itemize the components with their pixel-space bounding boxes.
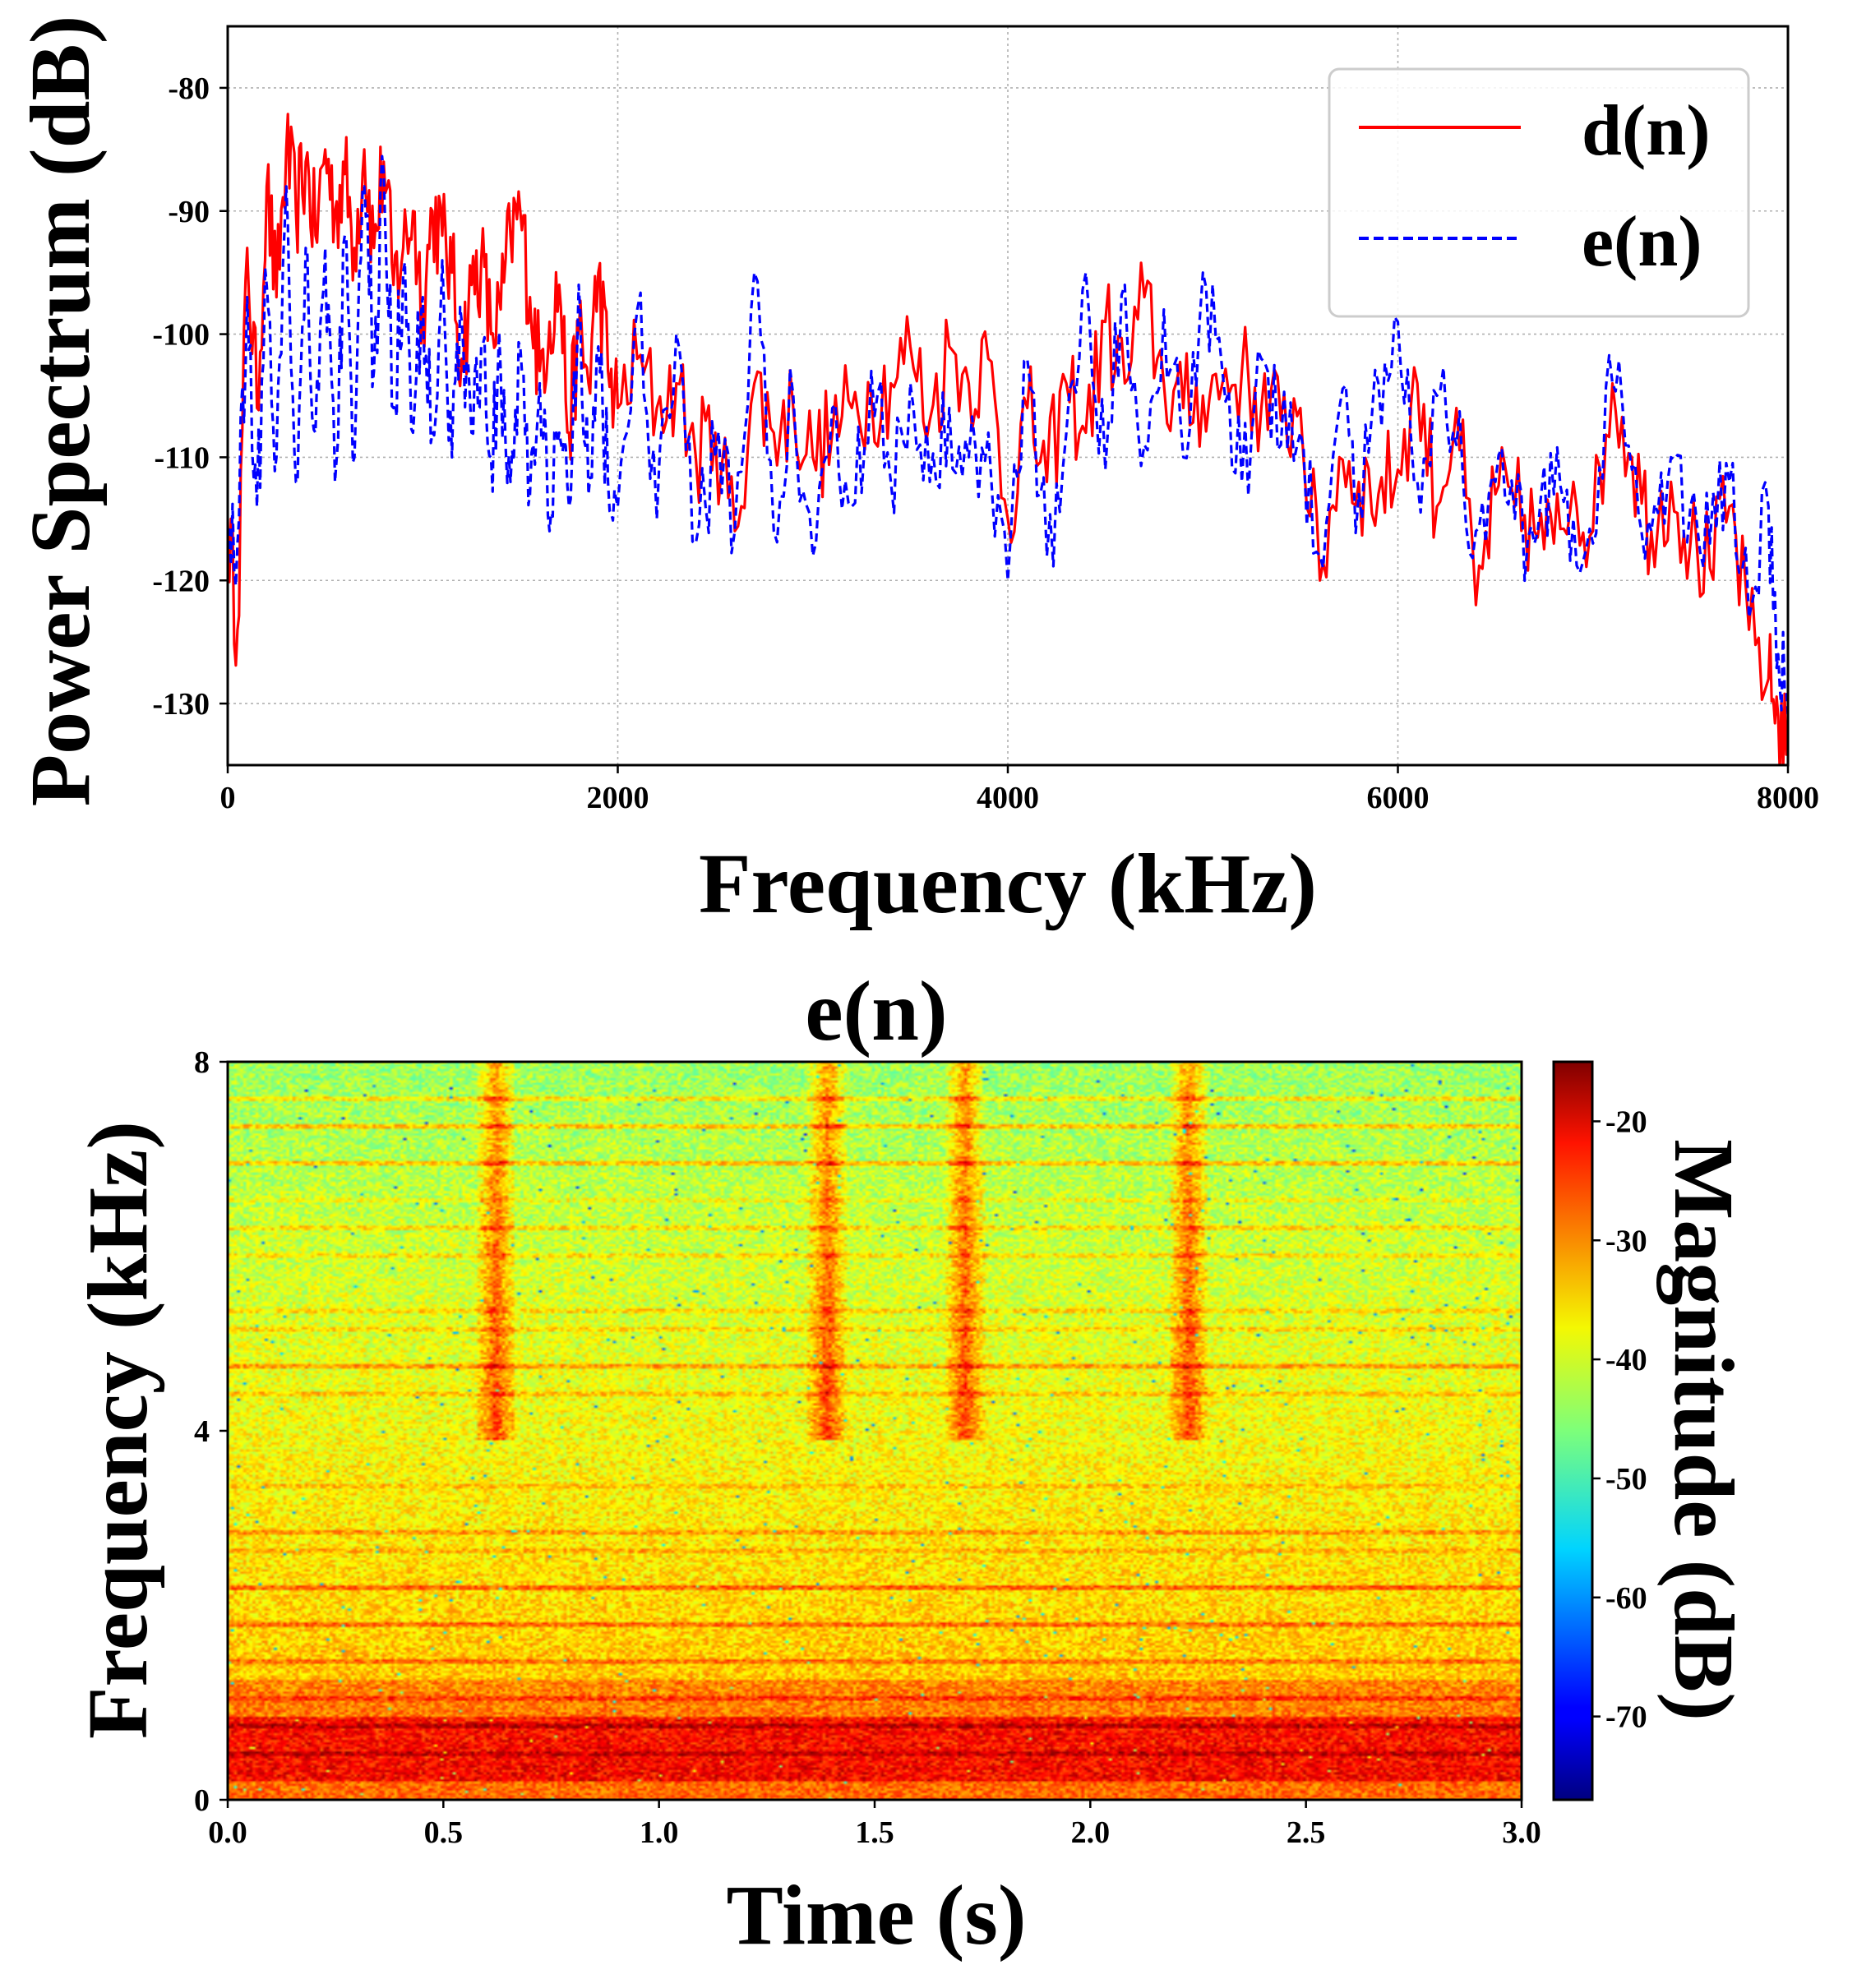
colorbar-tick-label: -50: [1605, 1462, 1647, 1497]
y-axis-label: Power Spectrum (dB): [13, 16, 108, 807]
y-axis-ticks: 0 4 8: [194, 1045, 228, 1818]
power-spectrum-plot: 0 2000 4000 6000 8000 -130 -120 -110 -100 -90 -80…: [13, 16, 1819, 931]
colorbar-tick-label: -30: [1605, 1224, 1647, 1258]
legend: d(n) e(n): [1328, 67, 1750, 318]
colorbar-tick-label: -20: [1605, 1105, 1647, 1139]
y-tick-label: -110: [154, 440, 210, 475]
y-axis-label: Frequency (kHz): [71, 1121, 165, 1739]
x-axis-label: Frequency (kHz): [699, 837, 1317, 931]
legend-label-e: e(n): [1582, 202, 1702, 282]
x-tick-label: 6000: [1367, 781, 1430, 815]
legend-label-d: d(n): [1582, 91, 1711, 171]
x-tick-label: 4000: [977, 781, 1039, 815]
y-tick-label: 8: [194, 1045, 210, 1080]
colorbar-label: Magnitude (dB): [1656, 1139, 1751, 1721]
series-line-e: [228, 155, 1788, 717]
y-tick-label: -100: [152, 318, 210, 353]
x-axis-ticks: 0.0 0.5 1.0 1.5 2.0 2.5 3.0: [208, 1800, 1541, 1850]
x-axis-ticks: 0 2000 4000 6000 8000: [220, 765, 1819, 815]
y-tick-label: -90: [168, 195, 210, 229]
colorbar-tick-label: -60: [1605, 1581, 1647, 1616]
y-axis-ticks: -130 -120 -110 -100 -90 -80: [152, 71, 228, 722]
x-tick-label: 8000: [1757, 781, 1819, 815]
x-tick-label: 0.0: [208, 1815, 247, 1850]
colorbar-ticks: -20 -30 -40 -50 -60 -70: [1592, 1105, 1647, 1735]
y-tick-label: 4: [194, 1414, 210, 1449]
legend-box: [1328, 67, 1750, 318]
x-axis-label: Time (s): [727, 1868, 1027, 1963]
x-tick-label: 1.0: [640, 1815, 679, 1850]
x-tick-label: 0.5: [424, 1815, 464, 1850]
colorbar-gradient: [1552, 1060, 1594, 1801]
spectrogram-heatmap: [228, 1062, 1522, 1800]
x-tick-label: 2000: [587, 781, 649, 815]
colorbar-tick-label: -70: [1605, 1700, 1647, 1735]
y-tick-label: 0: [194, 1783, 210, 1818]
y-tick-label: -80: [168, 71, 210, 106]
x-tick-label: 3.0: [1502, 1815, 1541, 1850]
colorbar: -20 -30 -40 -50 -60 -70 Magnitude (dB): [1552, 1060, 1751, 1801]
series-line-d: [228, 113, 1788, 765]
colorbar-tick-label: -40: [1605, 1343, 1647, 1377]
spectrogram-title: e(n): [805, 964, 947, 1059]
y-tick-label: -130: [152, 687, 210, 722]
x-tick-label: 1.5: [855, 1815, 894, 1850]
spectrogram-plot: e(n) 0.0 0.5 1.0 1.5 2.0 2.5 3.0 048 Time (s) …: [71, 964, 1751, 1963]
x-tick-label: 2.0: [1071, 1815, 1111, 1850]
x-tick-label: 2.5: [1287, 1815, 1326, 1850]
x-tick-label: 0: [220, 781, 236, 815]
y-tick-label: -120: [152, 564, 210, 598]
